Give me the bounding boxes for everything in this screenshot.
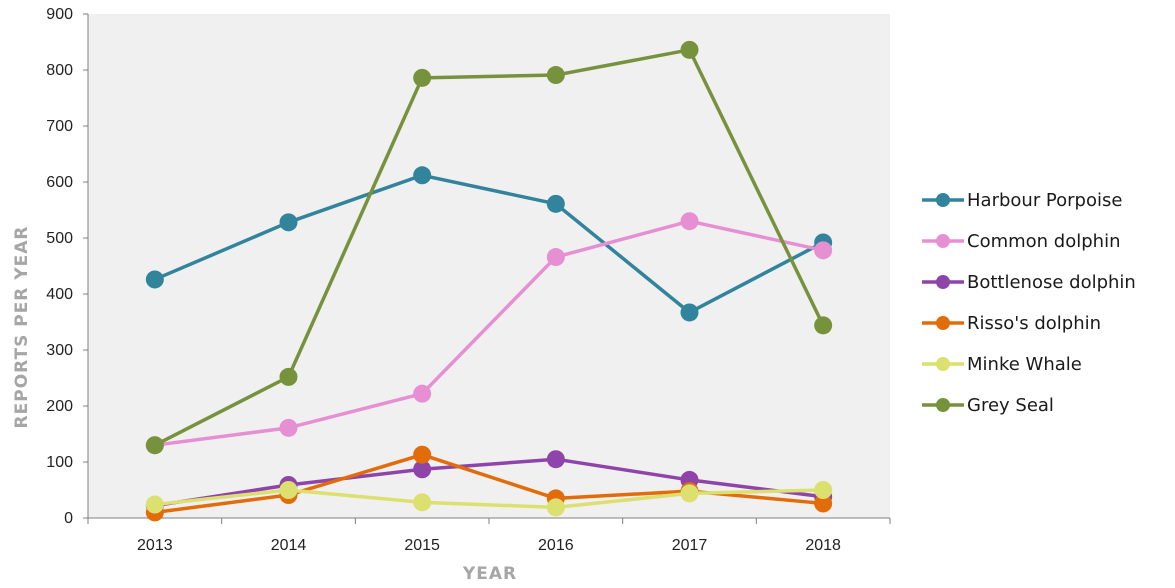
x-axis-title: YEAR xyxy=(462,564,517,584)
y-axis-title: REPORTS PER YEAR xyxy=(12,226,32,429)
legend-label: Grey Seal xyxy=(967,395,1054,416)
legend-swatch-marker xyxy=(936,193,950,207)
data-point-bottlenose-dolphin xyxy=(546,450,565,469)
y-tick-label: 100 xyxy=(46,454,73,471)
legend-item-minke-whale: Minke Whale xyxy=(922,354,1082,375)
y-tick-label: 300 xyxy=(46,342,73,359)
data-point-minke-whale xyxy=(413,493,432,512)
data-point-harbour-porpoise xyxy=(145,270,164,289)
x-tick-label: 2014 xyxy=(271,537,307,554)
data-point-risso-s-dolphin xyxy=(814,494,833,513)
series-line-common-dolphin xyxy=(154,219,824,447)
data-point-bottlenose-dolphin xyxy=(413,460,432,479)
x-tick-label: 2016 xyxy=(538,537,574,554)
y-tick-label: 0 xyxy=(64,510,73,527)
y-tick-label: 700 xyxy=(46,118,73,135)
y-tick-label: 900 xyxy=(46,6,73,23)
data-point-common-dolphin xyxy=(279,418,298,437)
x-tick-label: 2017 xyxy=(672,537,708,554)
series-minke-whale xyxy=(145,481,833,517)
x-tick-label: 2015 xyxy=(404,537,440,554)
series-line-minke-whale xyxy=(154,488,824,510)
legend-label: Risso's dolphin xyxy=(967,313,1101,334)
data-point-grey-seal xyxy=(546,66,565,85)
y-tick-label: 500 xyxy=(46,230,73,247)
series-line-bottlenose-dolphin xyxy=(154,457,824,508)
legend-label: Minke Whale xyxy=(967,354,1082,375)
y-tick-label: 400 xyxy=(46,286,73,303)
legend-swatch-marker xyxy=(936,357,950,371)
plot-area xyxy=(88,14,890,518)
data-point-harbour-porpoise xyxy=(546,194,565,213)
data-point-common-dolphin xyxy=(546,248,565,267)
y-axis: 0 100 200 300 400 500 600 700 800 900 xyxy=(46,6,89,527)
series-line-grey-seal xyxy=(154,48,825,447)
x-tick-label: 2018 xyxy=(805,537,841,554)
data-point-minke-whale xyxy=(279,481,298,499)
x-axis: 2013 2014 2015 2016 2017 2018 xyxy=(87,517,891,554)
data-point-common-dolphin xyxy=(814,241,833,260)
x-tick-label: 2013 xyxy=(137,537,173,554)
data-point-minke-whale xyxy=(814,481,833,499)
data-point-minke-whale xyxy=(680,484,699,503)
legend: Harbour Porpoise Common dolphin Bottlenose… xyxy=(922,190,1136,416)
data-point-grey-seal xyxy=(680,40,699,59)
series-layer xyxy=(145,40,833,522)
legend-label: Bottlenose dolphin xyxy=(967,272,1136,293)
legend-label: Common dolphin xyxy=(967,231,1120,252)
data-point-harbour-porpoise xyxy=(680,303,699,322)
data-point-minke-whale xyxy=(145,495,164,514)
data-point-common-dolphin xyxy=(413,384,432,403)
legend-item-common-dolphin: Common dolphin xyxy=(922,231,1120,252)
y-tick-label: 600 xyxy=(46,174,73,191)
y-tick-label: 200 xyxy=(46,398,73,415)
series-harbour-porpoise xyxy=(145,166,833,322)
series-grey-seal xyxy=(145,40,833,455)
data-point-common-dolphin xyxy=(680,212,699,231)
y-tick-label: 800 xyxy=(46,62,73,79)
series-line-harbour-porpoise xyxy=(154,173,824,315)
data-point-grey-seal xyxy=(145,436,164,455)
legend-item-grey-seal: Grey Seal xyxy=(922,395,1054,416)
legend-item-harbour-porpoise: Harbour Porpoise xyxy=(922,190,1122,211)
legend-swatch-marker xyxy=(936,275,950,289)
legend-swatch-marker xyxy=(936,234,950,248)
data-point-risso-s-dolphin xyxy=(413,445,432,464)
data-point-harbour-porpoise xyxy=(413,166,432,185)
legend-swatch-marker xyxy=(936,316,950,330)
legend-item-risso-s-dolphin: Risso's dolphin xyxy=(922,313,1101,334)
legend-swatch-marker xyxy=(936,398,950,412)
data-point-harbour-porpoise xyxy=(279,213,298,232)
data-point-grey-seal xyxy=(279,367,298,386)
data-point-minke-whale xyxy=(546,498,565,517)
legend-item-bottlenose-dolphin: Bottlenose dolphin xyxy=(922,272,1136,293)
legend-label: Harbour Porpoise xyxy=(967,190,1122,211)
data-point-grey-seal xyxy=(814,316,833,335)
data-point-grey-seal xyxy=(413,68,432,87)
